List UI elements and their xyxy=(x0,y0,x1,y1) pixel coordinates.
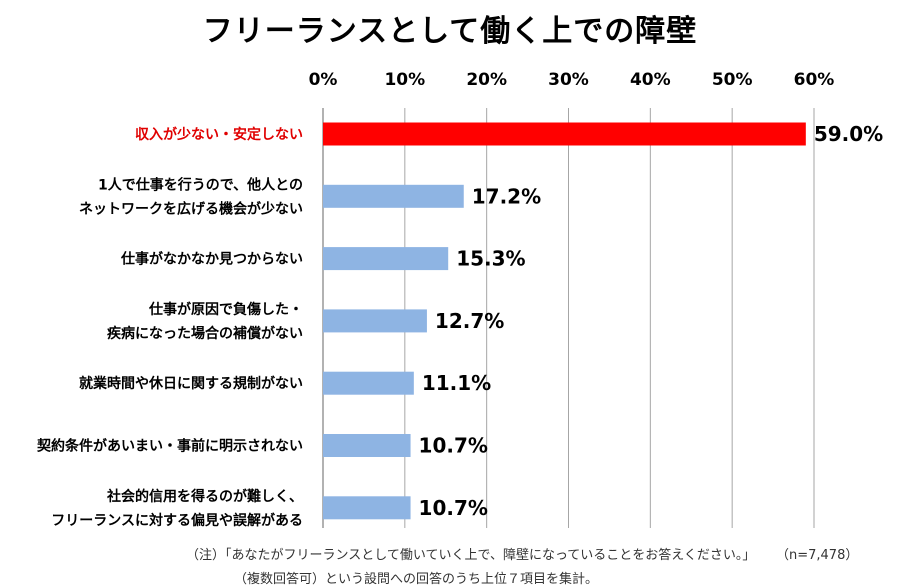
data-label: 12.7% xyxy=(435,309,504,333)
category-label: 社会的信用を得るのが難しく、 xyxy=(106,488,303,505)
bar xyxy=(323,184,464,208)
category-label: 契約条件があいまい・事前に明示されない xyxy=(36,438,303,455)
x-tick-label: 0% xyxy=(309,70,338,90)
bar xyxy=(323,434,411,457)
chart-title: フリーランスとして働く上での障壁 xyxy=(202,14,698,49)
category-label: フリーランスに対する偏見や誤解がある xyxy=(51,512,303,529)
bar xyxy=(323,309,427,333)
data-label: 15.3% xyxy=(456,247,525,271)
category-label: 仕事がなかなか見つからない xyxy=(120,251,303,268)
x-tick-label: 20% xyxy=(466,70,507,90)
data-label: 10.7% xyxy=(419,434,488,458)
data-label: 11.1% xyxy=(422,371,491,395)
data-label: 59.0% xyxy=(814,122,883,146)
category-label: 就業時間や休日に関する規制がない xyxy=(79,375,303,392)
category-label: 1人で仕事を行うので、他人との xyxy=(98,176,303,193)
x-tick-label: 40% xyxy=(630,70,671,90)
data-label: 17.2% xyxy=(472,184,541,208)
category-label: 仕事が原因で負傷した・ xyxy=(148,301,303,318)
sample-size: （n=7,478） xyxy=(776,548,859,563)
bar xyxy=(323,122,806,146)
x-tick-label: 30% xyxy=(548,70,589,90)
data-label: 10.7% xyxy=(419,496,488,520)
category-label: ネットワークを広げる機会が少ない xyxy=(79,200,303,217)
x-tick-label: 50% xyxy=(712,70,753,90)
footnote-line-1: （注）「あなたがフリーランスとして働いていく上で、障壁になっていることをお答えく… xyxy=(186,548,756,563)
footnote-line-2: （複数回答可）という設問への回答のうち上位７項目を集計。 xyxy=(234,572,599,587)
x-tick-label: 10% xyxy=(384,70,425,90)
category-label: 疾病になった場合の補償がない xyxy=(107,325,303,342)
x-tick-label: 60% xyxy=(794,70,835,90)
bar xyxy=(323,371,414,395)
bar xyxy=(323,247,449,271)
category-label: 収入が少ない・安定しない xyxy=(135,126,303,143)
bar xyxy=(323,496,411,520)
